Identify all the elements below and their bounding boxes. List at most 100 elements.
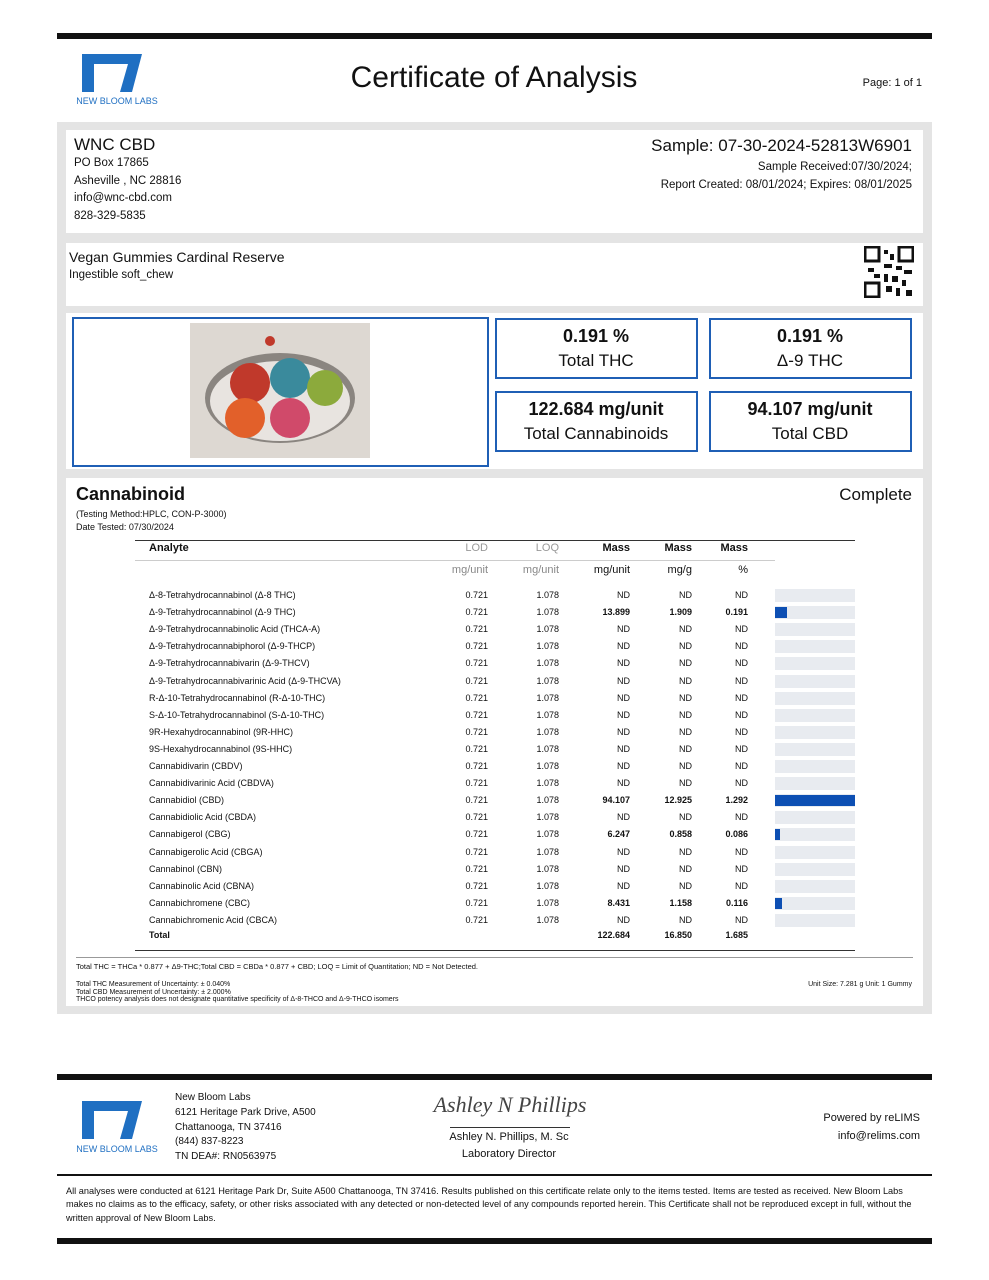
bar-track xyxy=(775,760,855,773)
column-header: Mass xyxy=(720,542,748,554)
cell-value: 1.078 xyxy=(536,863,559,874)
column-header: Mass xyxy=(602,542,630,554)
cell-value: 1.078 xyxy=(536,726,559,737)
logo-text: NEW BLOOM LABS xyxy=(76,96,158,106)
analyte-name: Cannabidiolic Acid (CBDA) xyxy=(149,812,257,823)
footer-logo-text: NEW BLOOM LABS xyxy=(76,1144,158,1154)
cell-value: ND xyxy=(735,624,748,635)
powered-by: Powered by reLIMS xyxy=(823,1112,920,1124)
lab-line: 6121 Heritage Park Drive, A500 xyxy=(175,1106,316,1118)
cell-value: ND xyxy=(735,778,748,789)
analyte-name: Δ-9-Tetrahydrocannabiphorol (Δ-9-THCP) xyxy=(149,641,316,652)
cell-value: 0.721 xyxy=(465,761,488,771)
cell-value: ND xyxy=(617,743,630,754)
cell-value: 1.078 xyxy=(536,880,559,891)
product-photo xyxy=(190,323,370,458)
cell-value: 1.078 xyxy=(536,641,559,652)
bottom-rule xyxy=(57,1238,932,1244)
cell-value: ND xyxy=(735,914,748,925)
analyte-name: Cannabinolic Acid (CBNA) xyxy=(149,880,255,891)
cell-value: 0.721 xyxy=(465,829,488,840)
unit-size: Unit Size: 7.281 g Unit: 1 Gummy xyxy=(808,981,912,988)
cell-value: ND xyxy=(735,658,748,669)
cell-value: ND xyxy=(617,863,630,874)
table-bottom-rule xyxy=(135,950,855,951)
lab-line: TN DEA#: RN0563975 xyxy=(175,1151,277,1163)
summary-box xyxy=(495,318,698,379)
total-mass-g: 16.850 xyxy=(664,930,692,940)
uncertainty-note: Total THC Measurement of Uncertainty: ± … xyxy=(76,981,231,988)
analyte-name: 9S-Hexahydrocannabinol (9S-HHC) xyxy=(149,743,293,754)
cell-value: ND xyxy=(617,624,630,635)
signature: Ashley N Phillips xyxy=(433,1092,587,1117)
date-tested: Date Tested: 07/30/2024 xyxy=(76,522,174,532)
cell-value: 1.078 xyxy=(536,846,559,857)
qr-code xyxy=(864,246,914,298)
percent-bar xyxy=(775,795,855,807)
analyte-name: Cannabigerolic Acid (CBGA) xyxy=(149,846,263,857)
title: Certificate of Analysis xyxy=(350,61,638,94)
column-unit: mg/unit xyxy=(451,564,488,576)
analyte-name: Δ-9-Tetrahydrocannabinol (Δ-9 THC) xyxy=(149,607,296,618)
bar-track xyxy=(775,845,855,859)
cell-value: ND xyxy=(617,658,630,669)
column-header: LOD xyxy=(465,542,488,554)
cell-value: ND xyxy=(617,590,630,600)
summary-label: Total Cannabinoids xyxy=(523,424,669,443)
cell-value: 0.721 xyxy=(465,709,488,720)
summary-label: Total CBD xyxy=(771,424,849,443)
cell-value: ND xyxy=(617,709,630,720)
cell-value: 0.086 xyxy=(725,829,748,840)
director-title: Laboratory Director xyxy=(461,1148,557,1160)
bar-track xyxy=(775,674,855,688)
percent-bar xyxy=(775,897,783,909)
column-header: Mass xyxy=(664,542,692,554)
cell-value: ND xyxy=(617,726,630,737)
cell-value: ND xyxy=(679,846,692,857)
cell-value: 1.078 xyxy=(536,590,559,600)
bar-track xyxy=(775,589,855,602)
cell-value: ND xyxy=(617,812,630,823)
cell-value: ND xyxy=(679,743,692,754)
cell-value: 0.858 xyxy=(669,829,692,840)
analyte-name: 9R-Hexahydrocannabinol (9R-HHC) xyxy=(149,726,294,737)
cell-value: 0.721 xyxy=(465,778,488,789)
cell-value: ND xyxy=(617,778,630,789)
cell-value: ND xyxy=(679,880,692,891)
analyte-name: Δ-8-Tetrahydrocannabinol (Δ-8 THC) xyxy=(149,590,296,600)
cell-value: 0.721 xyxy=(465,880,488,891)
analyte-name: Δ-9-Tetrahydrocannabivarinic Acid (Δ-9-T… xyxy=(149,675,341,686)
cell-value: ND xyxy=(679,675,692,686)
cell-value: 1.078 xyxy=(536,624,559,635)
bar-track xyxy=(775,725,855,739)
summary-value: 0.191 % xyxy=(776,326,844,346)
disclaimer: All analyses were conducted at 6121 Heri… xyxy=(66,1186,912,1223)
analyte-name: Cannabidivarinic Acid (CBDVA) xyxy=(149,778,274,789)
powered-email: info@relims.com xyxy=(837,1130,920,1142)
cell-value: ND xyxy=(735,743,748,754)
cell-value: 0.721 xyxy=(465,795,488,806)
cell-value: 0.721 xyxy=(465,863,488,874)
cell-value: ND xyxy=(679,658,692,669)
cell-value: ND xyxy=(679,761,692,771)
total-percent: 1.685 xyxy=(725,930,748,940)
cell-value: 1.078 xyxy=(536,743,559,754)
analyte-name: Cannabichromenic Acid (CBCA) xyxy=(149,914,278,925)
cell-value: 0.721 xyxy=(465,692,488,703)
cell-value: ND xyxy=(679,914,692,925)
cell-value: ND xyxy=(679,709,692,720)
cell-value: 0.721 xyxy=(465,726,488,737)
section-title: Cannabinoid xyxy=(76,484,185,504)
bar-track xyxy=(775,913,855,927)
cell-value: 1.078 xyxy=(536,658,559,669)
cell-value: 0.721 xyxy=(465,812,488,823)
client-line: 828-329-5835 xyxy=(74,209,146,222)
summary-label: Total THC xyxy=(558,351,634,370)
cell-value: ND xyxy=(735,692,748,703)
cell-value: 1.078 xyxy=(536,607,559,618)
bar-track xyxy=(775,742,855,756)
cell-value: 0.191 xyxy=(725,607,748,618)
cell-value: ND xyxy=(679,590,692,600)
product-panel xyxy=(66,243,923,306)
cell-value: 0.116 xyxy=(725,897,748,908)
